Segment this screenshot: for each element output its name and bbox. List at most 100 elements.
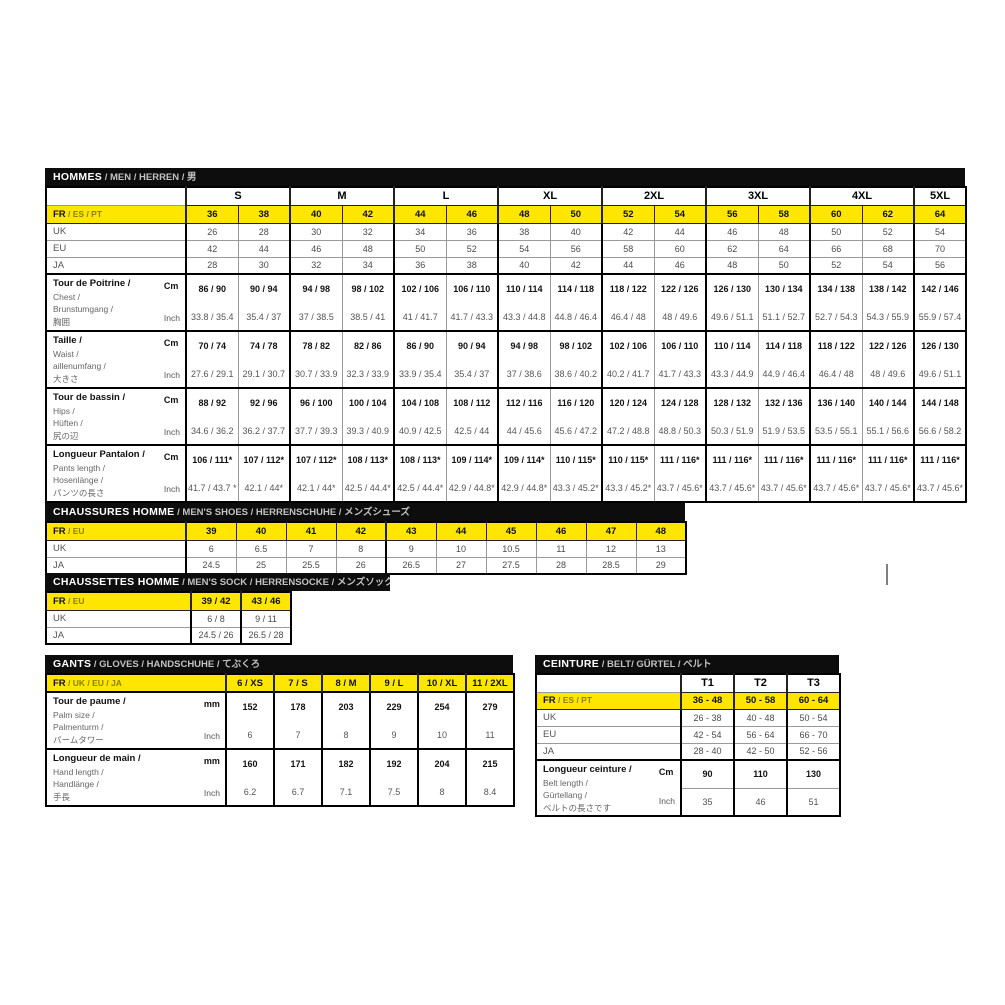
size-cell: 26 xyxy=(185,222,239,241)
measure-cell: 94 / 98 37 / 38.6 xyxy=(497,330,551,389)
gloves-section: GANTS / GLOVES / HANDSCHUHE / てぶくろ FR / … xyxy=(45,655,515,807)
size-group-header: 2XL xyxy=(601,186,707,206)
size-group-header: 4XL xyxy=(809,186,915,206)
size-cell: 32 xyxy=(341,222,395,241)
size-group-header: S xyxy=(185,186,291,206)
corner-cell xyxy=(535,673,682,693)
row-label: UK xyxy=(45,222,187,241)
socks-title-sub: / MEN'S SOCK / HERRENSOCKE / メンズソックス xyxy=(179,577,390,588)
measure-cell: 124 / 128 48.8 / 50.3 xyxy=(653,387,707,446)
row-label: UK xyxy=(45,609,192,628)
measure-cell: 114 / 118 44.9 / 46.4 xyxy=(757,330,811,389)
size-cell: 48 xyxy=(635,521,687,541)
size-cell: 42 xyxy=(549,256,603,275)
size-cell: 42 xyxy=(335,521,387,541)
belt-section: CEINTURE / BELT/ GÜRTEL / ベルト T1 T2 T3 FR /… xyxy=(535,655,841,817)
measure-cell: 112 / 116 44 / 45.6 xyxy=(497,387,551,446)
size-cell: 46 xyxy=(705,222,759,241)
size-cell: 45 xyxy=(485,521,537,541)
size-cell: 62 xyxy=(705,239,759,258)
measure-cell: 98 / 102 38.5 / 41 xyxy=(341,273,395,332)
belt-title: CEINTURE xyxy=(543,658,600,670)
size-cell: 26 - 38 xyxy=(680,708,735,727)
measure-cell: 70 / 74 27.6 / 29.1 xyxy=(185,330,239,389)
row-label: FR / ES / PT xyxy=(45,204,187,224)
measure-cell: 98 / 102 38.6 / 40.2 xyxy=(549,330,603,389)
size-cell: 60 xyxy=(653,239,707,258)
measure-cell: 107 / 112* 42.1 / 44* xyxy=(237,444,291,503)
measure-cell: 111 / 116* 43.7 / 45.6* xyxy=(757,444,811,503)
size-cell: 56 xyxy=(705,204,759,224)
measure-label: Longueur ceinture / Belt length / Gürtella… xyxy=(535,759,682,817)
measure-cell: 132 / 136 51.9 / 53.5 xyxy=(757,387,811,446)
shoes-title-sub: / MEN'S SHOES / HERRENSCHUHE / メンズシューズ xyxy=(174,507,410,518)
measure-cell: 116 / 120 45.6 / 47.2 xyxy=(549,387,603,446)
measure-cell: 104 / 108 40.9 / 42.5 xyxy=(393,387,447,446)
size-cell: 44 xyxy=(393,204,447,224)
measure-cell: 229 9 xyxy=(369,691,419,750)
size-cell: 60 - 64 xyxy=(786,691,841,710)
size-group-header: L xyxy=(393,186,499,206)
shoes-header-bar: CHAUSSURES HOMME / MEN'S SHOES / HERRENS… xyxy=(45,503,685,521)
gloves-header-bar: GANTS / GLOVES / HANDSCHUHE / てぶくろ xyxy=(45,655,513,673)
measure-label: Tour de bassin / Hips / Hüften / 尻の辺 Cm Inch xyxy=(45,387,187,446)
size-cell: 52 xyxy=(809,256,863,275)
measure-cell: 110 / 115* 43.3 / 45.2* xyxy=(601,444,655,503)
measure-cell: 86 / 90 33.9 / 35.4 xyxy=(393,330,447,389)
size-cell: 6 / XS xyxy=(225,673,275,693)
shoes-section: CHAUSSURES HOMME / MEN'S SHOES / HERRENS… xyxy=(45,503,687,575)
size-cell: 48 xyxy=(341,239,395,258)
size-cell: 26.5 / 28 xyxy=(240,626,292,645)
measure-cell: 122 / 126 48 / 49.6 xyxy=(653,273,707,332)
size-cell: 36 xyxy=(393,256,447,275)
measure-cell: 142 / 146 55.9 / 57.4 xyxy=(913,273,967,332)
measure-cell: 204 8 xyxy=(417,748,467,807)
measure-cell: 178 7 xyxy=(273,691,323,750)
measure-cell: 111 / 116* 43.7 / 45.6* xyxy=(861,444,915,503)
size-group-header: XL xyxy=(497,186,603,206)
belt-size-header: T3 xyxy=(786,673,841,693)
size-cell: 54 xyxy=(861,256,915,275)
size-cell: 13 xyxy=(635,539,687,558)
measure-label: Taille / Waist / aillenumfang / 大きさ Cm Inch xyxy=(45,330,187,389)
size-cell: 34 xyxy=(341,256,395,275)
belt-header-bar: CEINTURE / BELT/ GÜRTEL / ベルト xyxy=(535,655,839,673)
measure-cell: 108 / 112 42.5 / 44 xyxy=(445,387,499,446)
measure-cell: 120 / 124 47.2 / 48.8 xyxy=(601,387,655,446)
measure-cell: 78 / 82 30.7 / 33.9 xyxy=(289,330,343,389)
gloves-title: GANTS xyxy=(53,658,92,670)
size-cell: 7 xyxy=(285,539,337,558)
shoes-table: FR / EU 39 40 41 42 43 44 45 46 47 48 UK 6 6.5 7 8 9 10 10… xyxy=(45,521,687,575)
size-cell: 25.5 xyxy=(285,556,337,575)
size-cell: 44 xyxy=(653,222,707,241)
measure-cell: 182 7.1 xyxy=(321,748,371,807)
size-cell: 40 xyxy=(497,256,551,275)
measure-cell: 94 / 98 37 / 38.5 xyxy=(289,273,343,332)
size-cell: 56 xyxy=(549,239,603,258)
size-cell: 42 xyxy=(185,239,239,258)
row-label: FR / UK / EU / JA xyxy=(45,673,227,693)
measure-cell: 152 6 xyxy=(225,691,275,750)
measure-cell: 92 / 96 36.2 / 37.7 xyxy=(237,387,291,446)
measure-cell: 106 / 111* 41.7 / 43.7 * xyxy=(185,444,239,503)
size-cell: 7 / S xyxy=(273,673,323,693)
measure-cell: 88 / 92 34.6 / 36.2 xyxy=(185,387,239,446)
size-cell: 50 xyxy=(757,256,811,275)
size-group-header: 5XL xyxy=(913,186,967,206)
belt-size-header: T2 xyxy=(733,673,788,693)
measure-cell: 90 xyxy=(680,759,735,789)
shoes-title: CHAUSSURES HOMME xyxy=(53,506,175,518)
size-cell: 54 xyxy=(913,222,967,241)
row-label: FR / EU xyxy=(45,591,192,611)
size-cell: 44 xyxy=(601,256,655,275)
size-cell: 52 xyxy=(861,222,915,241)
size-cell: 36 xyxy=(445,222,499,241)
measure-cell: 109 / 114* 42.9 / 44.8* xyxy=(445,444,499,503)
size-cell: 44 xyxy=(435,521,487,541)
measure-cell: 110 / 114 43.3 / 44.9 xyxy=(705,330,759,389)
size-cell: 50 - 58 xyxy=(733,691,788,710)
size-cell: 52 xyxy=(601,204,655,224)
size-cell: 12 xyxy=(585,539,637,558)
row-label: FR / EU xyxy=(45,521,187,541)
